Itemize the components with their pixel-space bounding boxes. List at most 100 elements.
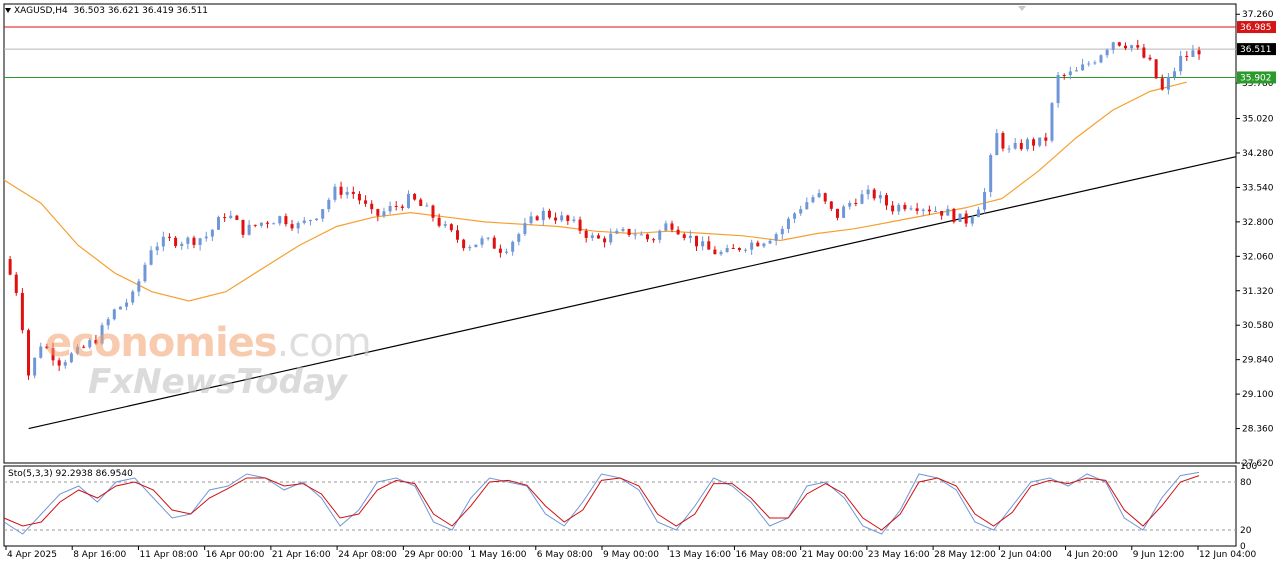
bear-candle xyxy=(737,248,741,251)
bull-candle xyxy=(523,223,527,234)
bull-candle xyxy=(100,325,104,344)
price-tick-label: 32.060 xyxy=(1242,252,1274,262)
stoch-tick-label: 0 xyxy=(1240,542,1246,552)
shift-marker-icon xyxy=(1018,6,1026,11)
support-price-label: 35.902 xyxy=(1240,73,1272,83)
bull-candle xyxy=(1093,62,1097,64)
bull-candle xyxy=(609,233,613,243)
bull-candle xyxy=(793,213,797,219)
bull-candle xyxy=(112,309,116,320)
bull-candle xyxy=(425,205,429,207)
bull-candle xyxy=(406,193,410,208)
bear-candle xyxy=(823,193,827,202)
resistance-price-box xyxy=(1237,21,1276,34)
bull-candle xyxy=(989,155,993,192)
price-tick-label: 32.800 xyxy=(1242,218,1274,228)
bull-candle xyxy=(811,197,815,203)
bull-candle xyxy=(633,234,637,236)
bear-candle xyxy=(167,236,171,238)
bear-candle xyxy=(903,204,907,210)
price-tick-label: 30.580 xyxy=(1242,321,1274,331)
bull-candle xyxy=(76,346,80,354)
bull-candle xyxy=(934,210,938,212)
bull-candle xyxy=(995,133,999,156)
bull-candle xyxy=(1105,49,1109,56)
bear-candle xyxy=(1123,45,1127,49)
bull-candle xyxy=(774,234,778,241)
bear-candle xyxy=(645,234,649,240)
bear-candle xyxy=(940,210,944,216)
bull-candle xyxy=(1056,74,1060,104)
bull-candle xyxy=(259,222,263,226)
bull-candle xyxy=(388,205,392,212)
stochastic-frame xyxy=(3,465,1237,547)
bear-candle xyxy=(376,209,380,216)
bear-candle xyxy=(20,292,24,331)
bear-candle xyxy=(927,209,931,212)
price-tick-label: 29.100 xyxy=(1242,390,1274,400)
bear-candle xyxy=(351,191,355,194)
bear-candle xyxy=(535,216,539,221)
bear-candle xyxy=(290,224,294,229)
price-tick-label: 37.260 xyxy=(1242,10,1274,20)
time-tick-label: 4 Jun 20:00 xyxy=(1067,550,1119,560)
time-tick-label: 16 Apr 00:00 xyxy=(206,550,265,560)
bull-candle xyxy=(860,194,864,204)
bull-candle xyxy=(198,238,202,245)
bull-candle xyxy=(1081,64,1085,71)
bear-candle xyxy=(554,217,558,221)
bull-candle xyxy=(272,223,276,225)
bull-candle xyxy=(719,251,723,255)
bull-candle xyxy=(382,211,386,216)
collapse-triangle-icon[interactable] xyxy=(5,8,11,13)
bull-candle xyxy=(983,191,987,210)
bull-candle xyxy=(878,195,882,199)
bull-candle xyxy=(229,215,233,219)
bear-candle xyxy=(578,219,582,231)
bear-candle xyxy=(51,348,55,361)
bull-candle xyxy=(958,213,962,222)
bull-candle xyxy=(131,291,135,303)
bull-candle xyxy=(474,244,478,248)
bear-candle xyxy=(1197,50,1201,55)
bear-candle xyxy=(1032,139,1036,146)
bull-candle xyxy=(1179,55,1183,72)
bull-candle xyxy=(541,210,545,221)
bull-candle xyxy=(848,203,852,207)
bear-candle xyxy=(1019,143,1023,150)
time-tick-label: 9 May 00:00 xyxy=(603,550,659,560)
bear-candle xyxy=(952,208,956,222)
ohlc-label: 36.503 36.621 36.419 36.511 xyxy=(73,6,209,16)
bull-candle xyxy=(946,208,950,216)
bear-candle xyxy=(45,346,49,349)
bull-candle xyxy=(308,220,312,222)
bear-candle xyxy=(872,189,876,199)
bull-candle xyxy=(1074,70,1078,72)
bear-candle xyxy=(731,247,735,249)
bull-candle xyxy=(327,199,331,210)
bull-candle xyxy=(639,234,643,236)
current-price-box xyxy=(1237,43,1276,56)
bull-candle xyxy=(505,251,509,253)
bear-candle xyxy=(192,237,196,245)
time-tick-label: 28 May 12:00 xyxy=(934,550,996,560)
bear-candle xyxy=(253,224,257,226)
bear-candle xyxy=(915,208,919,211)
bull-candle xyxy=(149,250,153,265)
price-tick-label: 35.780 xyxy=(1242,79,1274,89)
bull-candle xyxy=(621,229,625,231)
bear-candle xyxy=(14,274,18,293)
bear-candle xyxy=(266,222,270,224)
bull-candle xyxy=(210,229,214,237)
bear-candle xyxy=(431,205,435,218)
bull-candle xyxy=(106,319,110,326)
bear-candle xyxy=(627,229,631,235)
bull-candle xyxy=(762,243,766,247)
bear-candle xyxy=(235,215,239,220)
bull-candle xyxy=(63,362,67,366)
bull-candle xyxy=(278,216,282,224)
bear-candle xyxy=(498,248,502,253)
time-tick-label: 16 May 08:00 xyxy=(735,550,797,560)
bull-candle xyxy=(517,233,521,242)
bull-candle xyxy=(786,218,790,229)
